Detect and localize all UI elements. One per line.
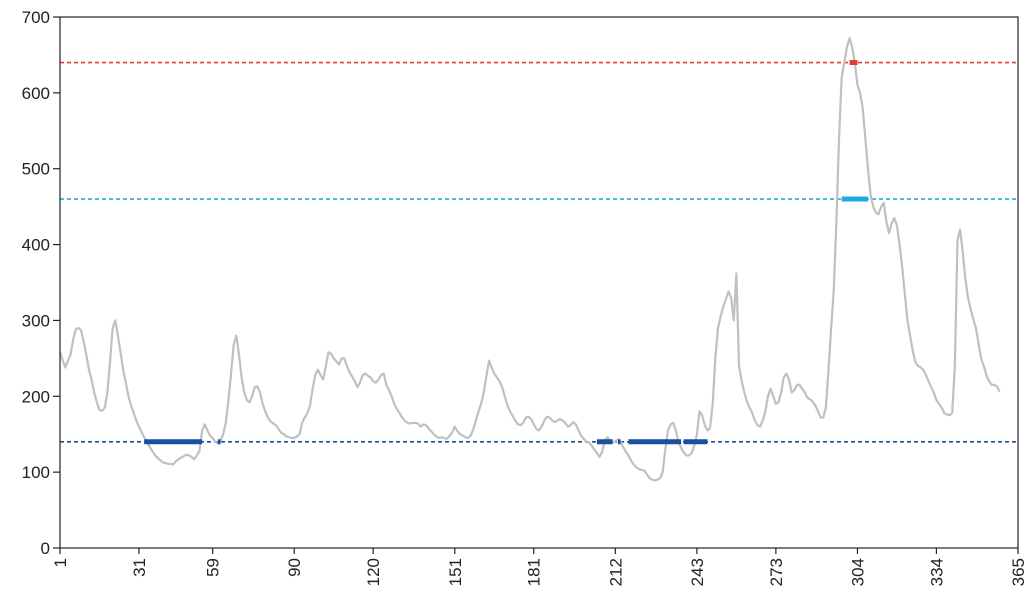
x-tick-label: 365 — [1009, 558, 1028, 586]
x-tick-label: 181 — [525, 558, 544, 586]
y-tick-label: 600 — [22, 84, 50, 103]
y-tick-label: 200 — [22, 387, 50, 406]
y-tick-label: 0 — [41, 539, 50, 558]
x-tick-label: 1 — [51, 558, 70, 567]
y-tick-label: 100 — [22, 463, 50, 482]
series-layer — [58, 37, 1001, 482]
x-tick-label: 59 — [204, 558, 223, 577]
y-tick-label: 300 — [22, 311, 50, 330]
x-tick-label: 243 — [688, 558, 707, 586]
y-tick-label: 700 — [22, 8, 50, 27]
x-tick-label: 273 — [767, 558, 786, 586]
x-tick-label: 120 — [364, 558, 383, 586]
x-tick-label: 90 — [285, 558, 304, 577]
reference-lines — [60, 61, 1018, 443]
x-tick-label: 212 — [606, 558, 625, 586]
x-tick-label: 31 — [130, 558, 149, 577]
plot-frame — [59, 16, 1019, 549]
x-tick-label: 151 — [446, 558, 465, 586]
series-line-0 — [58, 37, 1001, 482]
x-tick-label: 304 — [848, 558, 867, 586]
x-tick-label: 334 — [927, 558, 946, 586]
highlight-segments — [144, 60, 868, 445]
y-tick-label: 400 — [22, 236, 50, 255]
y-tick-label: 500 — [22, 160, 50, 179]
axes: 0 100 200 300 400 500 600 700 1 31 59 90 120 151 181 21… — [22, 8, 1028, 586]
